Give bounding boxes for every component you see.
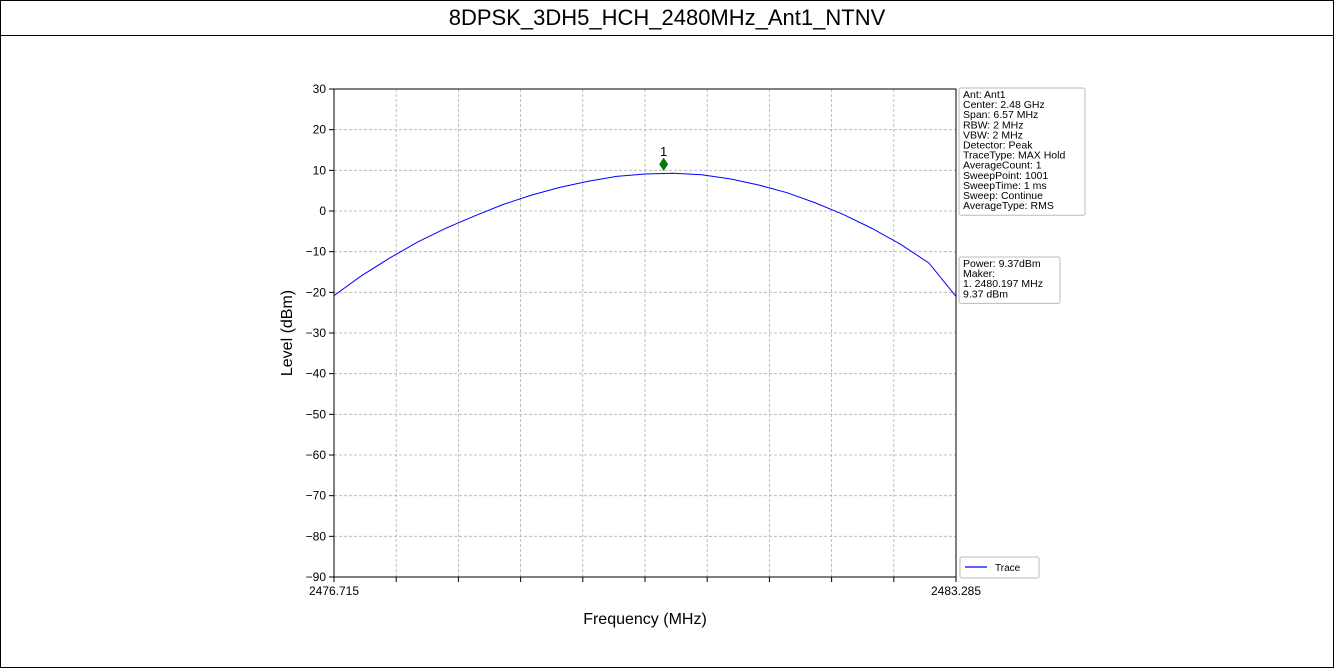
y-tick-label: 0 <box>319 204 326 218</box>
trace-layer <box>333 172 957 297</box>
y-tick-label: −40 <box>306 367 327 381</box>
y-tick-label: −80 <box>306 529 327 543</box>
info-box-frame <box>958 87 1086 216</box>
info-box-line: Ant: Ant1 <box>963 89 1006 101</box>
y-tick-label: 10 <box>313 163 327 177</box>
y-tick-label: −20 <box>306 285 327 299</box>
info-box-line: Detector: Peak <box>963 140 1033 152</box>
y-axis-label: Level (dBm) <box>279 290 296 376</box>
y-tick-label: −70 <box>306 489 327 503</box>
x-tick-label-end: 2483.285 <box>931 584 981 598</box>
y-tick-label: −10 <box>306 245 327 259</box>
marker-layer: 1 <box>659 144 669 171</box>
legend-label-trace: Trace <box>995 563 1021 574</box>
info-box-line: SweepPoint: 1001 <box>963 170 1048 182</box>
info-box-line: Center: 2.48 GHz <box>963 99 1045 111</box>
result-box-frame <box>958 256 1061 304</box>
info-box-line: VBW: 2 MHz <box>963 129 1023 141</box>
info-box-line: TraceType: MAX Hold <box>963 150 1065 162</box>
info-box-line: RBW: 2 MHz <box>963 119 1023 131</box>
axis-ticks: 30 20 10 0 −10 −20 −30 −40 −50 −60 −70 −80 −902476.7… <box>306 82 982 598</box>
x-tick-label-start: 2476.715 <box>309 584 359 598</box>
result-box-line: 9.37 dBm <box>963 288 1008 300</box>
result-box-line: 1. 2480.197 MHz <box>963 278 1043 290</box>
y-tick-label: −90 <box>306 570 327 584</box>
chart-grid <box>334 89 956 577</box>
y-tick-label: −50 <box>306 407 327 421</box>
y-tick-label: 30 <box>313 82 327 96</box>
marker-label: 1 <box>660 144 667 159</box>
marker-point <box>659 157 669 171</box>
page-title: 8DPSK_3DH5_HCH_2480MHz_Ant1_NTNV <box>448 5 886 30</box>
y-tick-label: −30 <box>306 326 327 340</box>
x-axis-label: Frequency (MHz) <box>583 611 707 628</box>
info-box-line: Sweep: Continue <box>963 190 1043 202</box>
info-box-line: SweepTime: 1 ms <box>963 180 1047 192</box>
legend-frame <box>959 556 1040 579</box>
result-box-line: Maker: <box>963 268 995 280</box>
trace-line <box>333 172 957 297</box>
result-box-line: Power: 9.37dBm <box>963 258 1041 270</box>
info-box-line: AverageType: RMS <box>963 200 1054 212</box>
title-bar: 8DPSK_3DH5_HCH_2480MHz_Ant1_NTNV <box>0 0 1334 36</box>
info-box-line: AverageCount: 1 <box>963 160 1042 172</box>
legend: Trace <box>959 556 1040 579</box>
y-tick-label: −60 <box>306 448 327 462</box>
info-box-line: Span: 6.57 MHz <box>963 109 1038 121</box>
y-tick-label: 20 <box>313 123 327 137</box>
